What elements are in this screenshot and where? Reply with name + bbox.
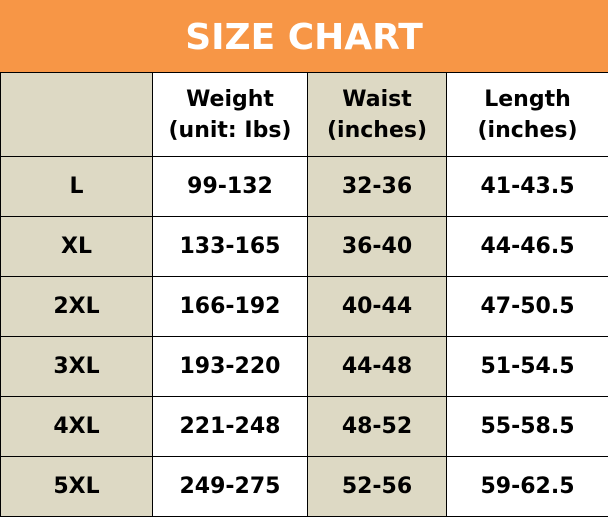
header-cell-empty: [1, 73, 153, 157]
header-cell-length: Length (inches): [447, 73, 608, 157]
size-chart-title: SIZE CHART: [0, 0, 608, 72]
length-cell: 59-62.5: [447, 457, 608, 517]
length-cell: 55-58.5: [447, 397, 608, 457]
length-cell: 41-43.5: [447, 157, 608, 217]
header-length-unit: (inches): [477, 118, 577, 143]
header-waist-label: Waist: [342, 87, 411, 112]
header-waist-unit: (inches): [327, 118, 427, 143]
header-weight-label: Weight: [186, 87, 274, 112]
size-cell: 5XL: [1, 457, 153, 517]
length-cell: 51-54.5: [447, 337, 608, 397]
weight-cell: 133-165: [153, 217, 308, 277]
weight-cell: 221-248: [153, 397, 308, 457]
size-cell: L: [1, 157, 153, 217]
weight-cell: 249-275: [153, 457, 308, 517]
header-weight-unit: (unit: Ibs): [169, 118, 292, 143]
weight-cell: 193-220: [153, 337, 308, 397]
size-cell: 4XL: [1, 397, 153, 457]
header-cell-waist: Waist (inches): [308, 73, 447, 157]
header-cell-weight: Weight (unit: Ibs): [153, 73, 308, 157]
size-chart-table: Weight (unit: Ibs) Waist (inches) Length (i…: [0, 72, 608, 517]
length-cell: 47-50.5: [447, 277, 608, 337]
waist-cell: 48-52: [308, 397, 447, 457]
length-cell: 44-46.5: [447, 217, 608, 277]
size-cell: 2XL: [1, 277, 153, 337]
waist-cell: 52-56: [308, 457, 447, 517]
weight-cell: 99-132: [153, 157, 308, 217]
waist-cell: 40-44: [308, 277, 447, 337]
waist-cell: 44-48: [308, 337, 447, 397]
size-cell: 3XL: [1, 337, 153, 397]
weight-cell: 166-192: [153, 277, 308, 337]
size-cell: XL: [1, 217, 153, 277]
waist-cell: 36-40: [308, 217, 447, 277]
waist-cell: 32-36: [308, 157, 447, 217]
header-row: Weight (unit: Ibs) Waist (inches) Length (i…: [1, 73, 608, 157]
header-length-label: Length: [484, 87, 571, 112]
